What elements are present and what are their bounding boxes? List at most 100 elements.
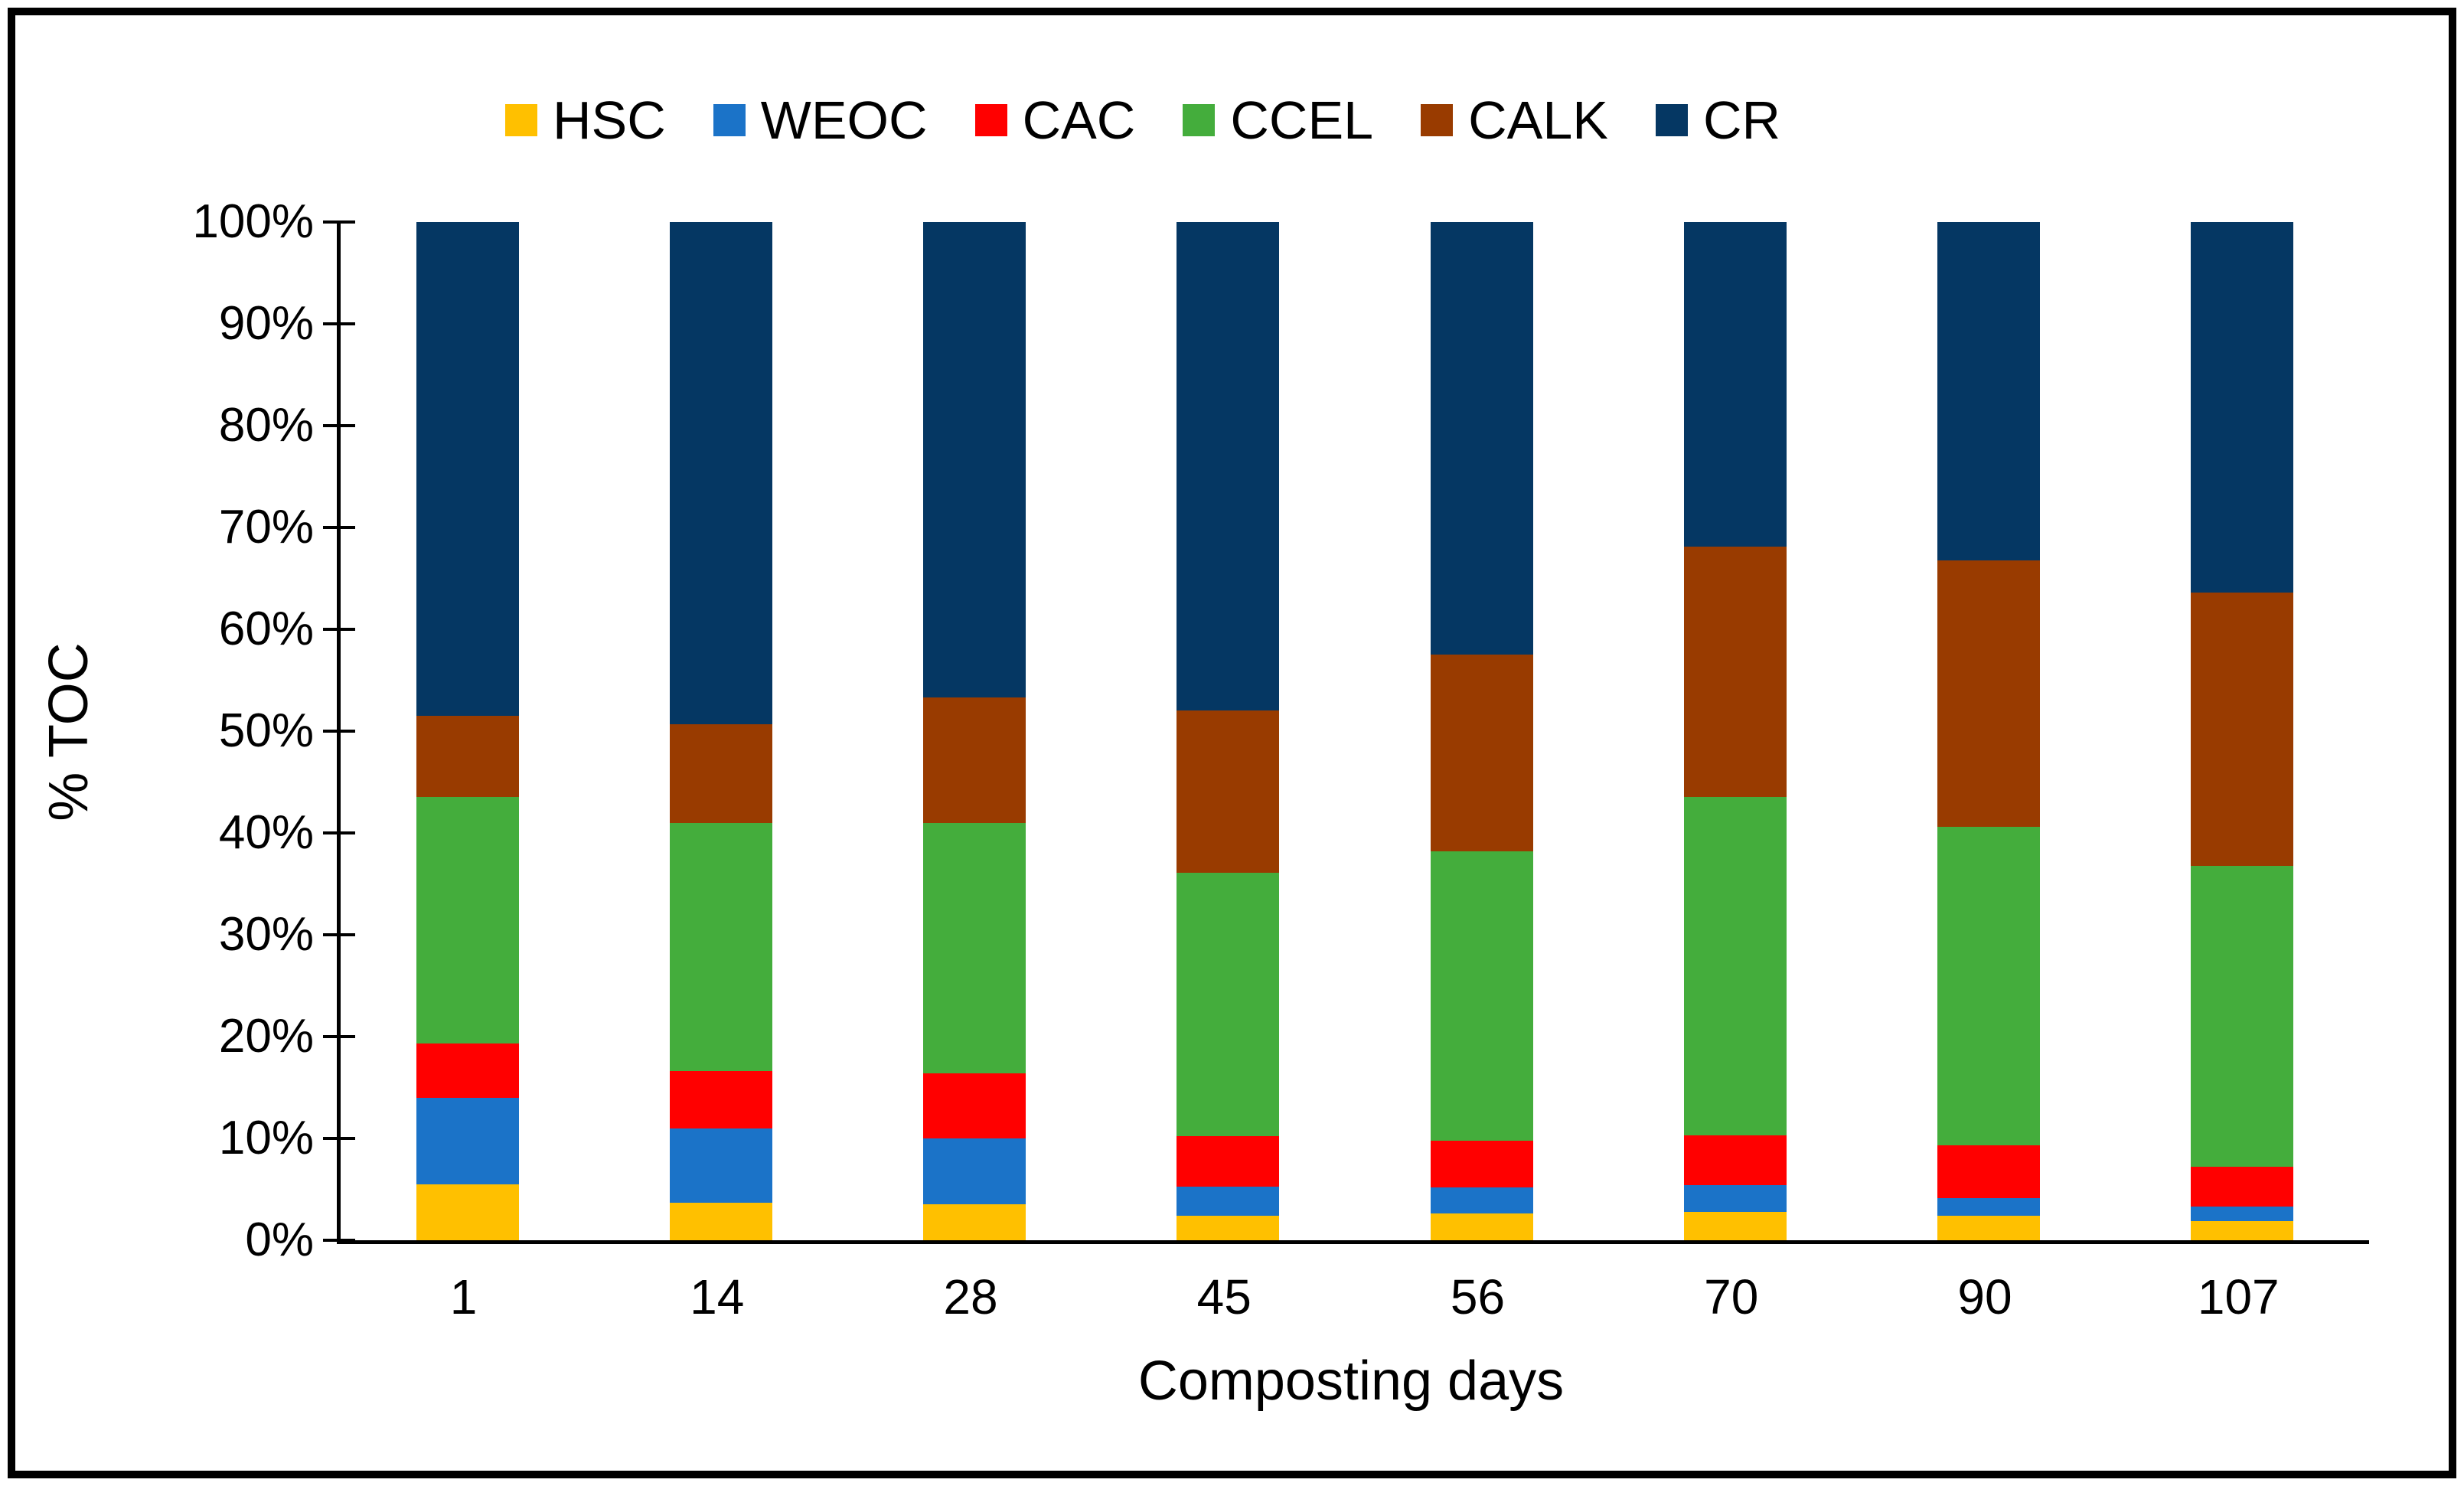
segment-cac-day-56 [1430,1140,1533,1187]
stacked-bar-day-90 [1937,222,2041,1240]
x-axis-tick-label: 56 [1450,1269,1506,1324]
segment-cr-day-28 [923,222,1026,698]
segment-ccel-day-107 [2191,865,2294,1168]
y-axis-tick-label: 90% [218,297,314,350]
chart-border [8,8,2456,1478]
segment-cac-day-90 [1937,1145,2041,1199]
stacked-bar-day-14 [669,222,772,1240]
segment-hsc-day-1 [416,1184,519,1240]
legend-item-cr: CR [1655,90,1781,150]
y-axis-tick-label: 10% [218,1112,314,1164]
legend-marker-weoc [713,104,746,136]
segment-hsc-day-90 [1937,1216,2041,1240]
segment-weoc-day-70 [1683,1185,1787,1212]
y-axis-tick [323,220,355,224]
stacked-bar-day-28 [923,222,1026,1240]
segment-calk-day-1 [416,716,519,798]
segment-cr-day-1 [416,222,519,717]
y-axis-tick-label: 20% [218,1010,314,1063]
segment-cr-day-56 [1430,222,1533,655]
x-axis-tick-label: 14 [690,1269,745,1324]
segment-weoc-day-107 [2191,1207,2294,1221]
segment-cac-day-107 [2191,1167,2294,1207]
x-axis-tick-label: 28 [943,1269,998,1324]
segment-hsc-day-56 [1430,1213,1533,1240]
y-axis-tick-label: 40% [218,806,314,859]
segment-cr-day-45 [1177,222,1280,711]
legend-item-ccel: CCEL [1183,93,1373,147]
legend-marker-hsc [505,104,537,136]
legend-label: CCEL [1230,90,1374,150]
segment-calk-day-70 [1683,547,1787,798]
x-axis-title: Composting days [1137,1350,1565,1412]
legend-label: HSC [553,90,666,150]
segment-hsc-day-70 [1683,1211,1787,1240]
legend-marker-ccel [1183,104,1216,136]
y-axis-tick [323,322,355,325]
segment-hsc-day-28 [923,1204,1026,1240]
y-axis-tick-label: 30% [218,908,314,961]
legend-label: CR [1702,90,1781,150]
stacked-bar-day-45 [1177,222,1280,1240]
y-axis-tick [323,730,355,733]
y-axis-tick-label: 0% [245,1213,314,1266]
y-axis-tick [323,1239,355,1242]
y-axis-tick-label: 80% [218,399,314,452]
y-axis-tick [323,933,355,936]
y-axis-tick-label: 60% [218,603,314,655]
x-axis-tick-label: 45 [1196,1269,1252,1324]
segment-hsc-day-107 [2191,1220,2294,1240]
segment-weoc-day-56 [1430,1187,1533,1214]
segment-weoc-day-14 [669,1128,772,1203]
chart-legend: HSC WEOC CAC CCEL CALK CR [505,86,1780,155]
segment-cac-day-1 [416,1043,519,1098]
legend-marker-cr [1655,104,1688,136]
segment-ccel-day-28 [923,822,1026,1073]
segment-calk-day-90 [1937,560,2041,828]
segment-calk-day-28 [923,697,1026,823]
segment-ccel-day-90 [1937,827,2041,1146]
stacked-bar-day-1 [416,222,519,1240]
segment-weoc-day-1 [416,1097,519,1184]
legend-marker-calk [1421,104,1454,136]
segment-cac-day-70 [1683,1135,1787,1186]
y-axis-tick [323,1035,355,1038]
x-axis-tick-label: 1 [449,1269,478,1324]
segment-ccel-day-45 [1177,872,1280,1137]
y-axis-tick [323,424,355,427]
segment-cac-day-14 [669,1071,772,1128]
segment-hsc-day-45 [1177,1216,1280,1240]
legend-label: WEOC [760,90,928,150]
stacked-bar-day-70 [1683,222,1787,1240]
y-axis-tick-label: 50% [218,704,314,757]
legend-item-weoc: WEOC [713,93,928,147]
segment-cac-day-28 [923,1073,1026,1139]
y-axis-tick-label: 100% [192,195,314,248]
segment-calk-day-56 [1430,655,1533,851]
segment-ccel-day-1 [416,797,519,1044]
x-axis-tick-label: 107 [2197,1269,2280,1324]
legend-label: CAC [1022,90,1136,150]
y-axis-tick-label: 70% [218,501,314,554]
y-axis-tick [323,1137,355,1140]
y-axis-tick [323,831,355,834]
segment-cr-day-107 [2191,222,2294,593]
segment-weoc-day-28 [923,1138,1026,1205]
segment-calk-day-45 [1177,710,1280,873]
segment-cr-day-70 [1683,222,1787,547]
segment-weoc-day-90 [1937,1198,2041,1217]
segment-cr-day-90 [1937,222,2041,560]
legend-item-cac: CAC [974,90,1136,150]
legend-item-hsc: HSC [505,93,666,147]
stacked-bar-day-56 [1430,222,1533,1240]
legend-label: CALK [1468,90,1608,150]
segment-cr-day-14 [669,222,772,724]
segment-calk-day-14 [669,723,772,823]
legend-item-calk: CALK [1421,93,1608,147]
segment-calk-day-107 [2191,593,2294,866]
plot-area [323,220,2369,1244]
segment-ccel-day-56 [1430,851,1533,1141]
y-axis-tick [323,628,355,631]
segment-cac-day-45 [1177,1136,1280,1187]
